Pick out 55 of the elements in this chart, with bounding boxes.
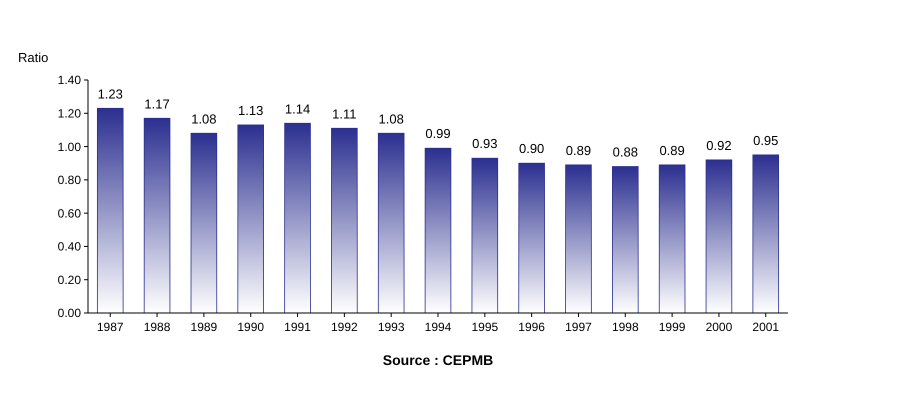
bar (658, 164, 686, 314)
bar (331, 128, 358, 314)
x-tick-label: 1990 (237, 320, 264, 334)
bar (424, 148, 452, 314)
x-tick-label: 1993 (378, 320, 405, 334)
y-tick-label: 1.00 (58, 140, 82, 154)
bar (518, 162, 545, 314)
x-tick-label: 1999 (658, 320, 686, 334)
bar (237, 124, 264, 314)
bar (284, 122, 311, 314)
x-tick-label: 1998 (612, 320, 639, 334)
y-tick-label: 0.00 (58, 306, 82, 320)
data-label: 0.99 (425, 126, 451, 142)
bar (706, 159, 732, 314)
data-label: 1.13 (238, 102, 264, 118)
bar (612, 166, 639, 314)
x-tick-label: 1996 (518, 320, 546, 334)
data-label: 1.17 (144, 96, 170, 112)
x-tick-label: 1997 (565, 320, 592, 334)
y-tick-label: 0.40 (58, 240, 82, 254)
y-tick-label: 0.80 (58, 173, 82, 188)
x-tick-label: 1995 (471, 320, 498, 334)
data-label: 0.89 (659, 142, 685, 158)
x-tick-label: 1987 (96, 320, 124, 334)
bar (144, 118, 170, 314)
x-tick-label: 2000 (706, 320, 733, 334)
data-label: 1.23 (98, 86, 123, 102)
data-label: 0.89 (566, 142, 592, 158)
y-tick-label: 0.60 (58, 206, 82, 220)
bar (472, 158, 498, 314)
data-label: 1.08 (191, 111, 217, 126)
x-tick-label: 1994 (424, 320, 452, 334)
data-label: 0.92 (706, 138, 732, 153)
y-tick-label: 1.20 (58, 106, 82, 120)
data-label: 0.90 (518, 141, 544, 156)
y-tick-label: 0.20 (58, 272, 82, 287)
y-axis-title: Ratio (18, 50, 48, 65)
bar (565, 164, 592, 314)
data-label: 0.95 (753, 132, 778, 148)
x-tick-label: 1989 (190, 320, 218, 334)
bar (190, 132, 218, 314)
x-tick-label: 1988 (144, 320, 171, 334)
data-label: 1.08 (378, 111, 404, 126)
data-label: 1.14 (284, 101, 310, 116)
data-label: 1.11 (332, 106, 357, 122)
data-label: 0.93 (472, 136, 498, 152)
x-tick-label: 2001 (752, 320, 780, 334)
source-note: Source : CEPMB (382, 352, 494, 368)
bar (96, 108, 124, 314)
bar (378, 132, 404, 314)
x-tick-label: 1991 (284, 320, 312, 334)
x-tick-label: 1992 (331, 320, 358, 334)
y-tick-label: 1.40 (58, 73, 82, 88)
data-label: 0.88 (612, 144, 638, 160)
bar (752, 154, 780, 314)
